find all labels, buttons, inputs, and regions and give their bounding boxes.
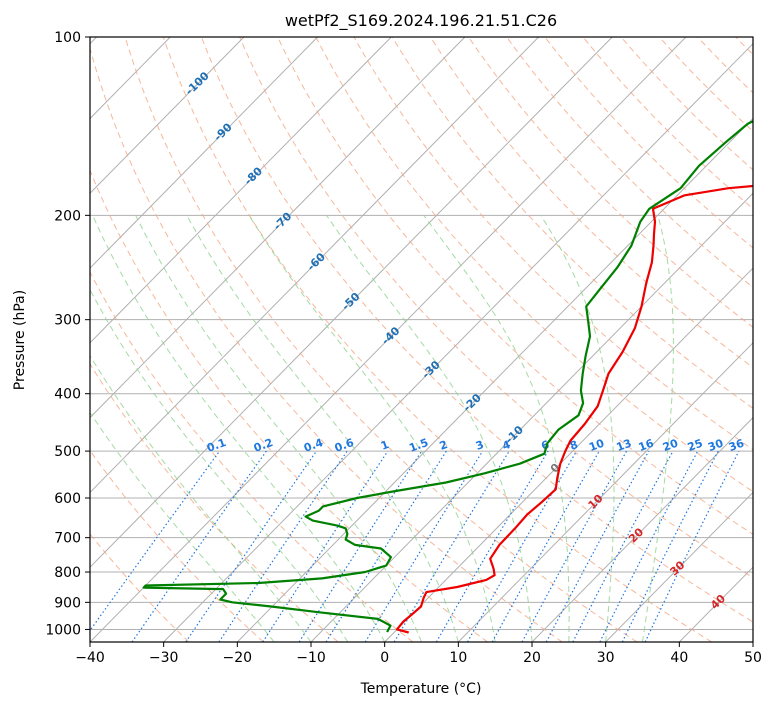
isotherm-line <box>237 37 775 642</box>
x-tick-label: −30 <box>149 650 179 666</box>
x-tick-label: −10 <box>296 650 326 666</box>
mixing-ratio-line <box>600 451 698 642</box>
isotherm-line <box>0 37 539 642</box>
y-tick-label: 1000 <box>45 622 81 638</box>
y-tick-label: 100 <box>54 30 81 46</box>
y-tick-label: 500 <box>54 444 81 460</box>
isotherm-line <box>458 37 775 642</box>
moist-adiabat-line <box>424 215 569 642</box>
x-tick-label: 50 <box>744 650 762 666</box>
mixing-ratio-label: 0.4 <box>302 436 325 455</box>
x-axis-label: Temperature (°C) <box>360 681 482 697</box>
moist-adiabat-line <box>0 215 274 642</box>
mixing-ratio-label: 0.2 <box>252 436 275 455</box>
y-axis-label: Pressure (hPa) <box>12 290 28 390</box>
dry-adiabat-line <box>583 37 775 642</box>
isotherm-line <box>532 37 775 642</box>
mixing-ratio-line <box>622 451 718 642</box>
isotherm-line <box>753 37 775 642</box>
dry-adiabat-line <box>11 37 413 642</box>
y-tick-label: 400 <box>54 387 81 403</box>
mixing-ratio-line <box>365 451 482 642</box>
x-tick-label: 40 <box>670 650 688 666</box>
x-tick-label: 30 <box>597 650 615 666</box>
moist-adiabat-line <box>541 215 614 642</box>
mixing-ratio-line <box>326 451 446 642</box>
moist-adiabat-line <box>327 215 533 642</box>
moist-adiabat-line <box>136 215 422 642</box>
isotherm-line <box>0 37 391 642</box>
mixing-ratio-line <box>573 451 673 642</box>
isotherm-line <box>679 37 775 642</box>
dry-adiabat-line <box>659 37 775 642</box>
dry-adiabat-line <box>507 37 775 642</box>
moist-adiabat-line <box>93 215 385 642</box>
mixing-ratio-line <box>492 451 599 642</box>
mixing-ratio-line <box>186 451 317 642</box>
mixing-ratio-label: 1 <box>379 438 391 453</box>
plot-frame <box>90 37 753 642</box>
mixing-ratio-label: 1.5 <box>407 436 430 455</box>
x-tick-label: −20 <box>223 650 253 666</box>
mixing-ratio-line <box>394 451 509 642</box>
isotherm-line <box>164 37 760 642</box>
dry-adiabat-line <box>698 37 775 642</box>
dry-adiabat-line <box>278 37 775 642</box>
mixing-ratio-label: 3 <box>474 438 486 453</box>
mixing-ratio-line <box>522 451 627 642</box>
isotherm-line <box>16 37 612 642</box>
moist-adiabat-line <box>249 215 495 642</box>
dewpoint-profile-line <box>144 37 775 632</box>
dry-adiabat-line <box>0 37 338 642</box>
dry-adiabat-line <box>430 37 775 642</box>
mixing-ratio-label: 0.6 <box>333 436 356 455</box>
x-tick-label: 20 <box>523 650 541 666</box>
y-tick-label: 300 <box>54 313 81 329</box>
y-tick-label: 600 <box>54 491 81 507</box>
y-tick-label: 200 <box>54 208 81 224</box>
dry-adiabat-line <box>0 37 189 642</box>
dry-adiabat-line <box>545 37 775 642</box>
mixing-ratio-label: 2 <box>438 438 450 453</box>
mixing-ratio-label: 0.1 <box>205 436 228 455</box>
chart-title: wetPf2_S169.2024.196.21.51.C26 <box>285 11 557 31</box>
temperature-profile-line <box>397 37 775 633</box>
x-tick-label: 0 <box>380 650 389 666</box>
isotherm-line <box>0 37 244 642</box>
dry-adiabat-line <box>621 37 775 642</box>
x-tick-label: 10 <box>449 650 467 666</box>
x-tick-label: −40 <box>75 650 105 666</box>
y-tick-label: 900 <box>54 595 81 611</box>
y-tick-label: 700 <box>54 531 81 547</box>
y-tick-label: 800 <box>54 565 81 581</box>
